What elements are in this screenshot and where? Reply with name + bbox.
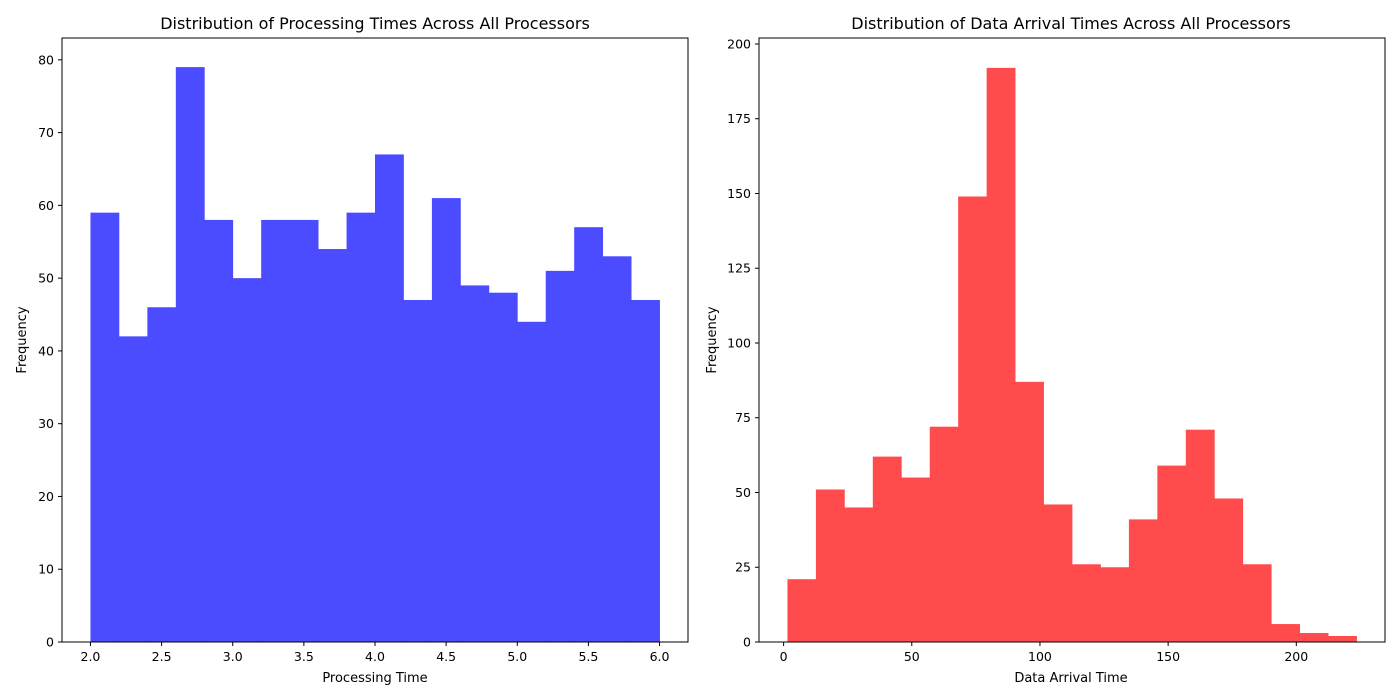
y-tick-label: 80 bbox=[38, 52, 54, 67]
y-tick-label: 200 bbox=[727, 36, 751, 51]
histogram-bar bbox=[602, 256, 632, 642]
bars bbox=[90, 67, 660, 643]
y-tick-label: 100 bbox=[727, 335, 751, 350]
histogram-bar bbox=[1157, 465, 1187, 642]
y-tick-label: 20 bbox=[38, 489, 54, 504]
axes-frame bbox=[758, 37, 1386, 643]
x-tick-label: 3.0 bbox=[223, 649, 243, 664]
y-tick-label: 40 bbox=[38, 343, 54, 358]
y-tick-label: 70 bbox=[38, 125, 54, 140]
x-axis-ticks: 0 50 100 150 200 bbox=[780, 642, 1308, 664]
data-arrival-histogram: Distribution of Data Arrival Times Acros… bbox=[705, 14, 1386, 686]
histogram-bar bbox=[431, 198, 461, 642]
histogram-bar bbox=[1328, 636, 1357, 642]
histogram-bar bbox=[631, 299, 660, 642]
x-tick-label: 6.0 bbox=[650, 649, 670, 664]
x-tick-label: 5.0 bbox=[507, 649, 527, 664]
histogram-bar bbox=[545, 270, 575, 642]
x-tick-label: 200 bbox=[1284, 649, 1308, 664]
bars bbox=[787, 67, 1357, 643]
y-axis-ticks: 0 25 50 75 100 125 150 175 200 bbox=[727, 36, 759, 650]
histogram-bar bbox=[901, 477, 931, 642]
x-tick-label: 0 bbox=[780, 649, 788, 664]
histogram-bar bbox=[204, 219, 234, 642]
x-tick-label: 50 bbox=[904, 649, 920, 664]
y-axis-ticks: 0 10 20 30 40 50 60 70 80 bbox=[38, 52, 62, 650]
x-tick-label: 150 bbox=[1156, 649, 1180, 664]
histogram-bar bbox=[1100, 567, 1130, 642]
y-tick-label: 30 bbox=[38, 416, 54, 431]
histogram-bar bbox=[289, 219, 319, 642]
y-tick-label: 60 bbox=[38, 198, 54, 213]
histogram-bar bbox=[986, 67, 1016, 642]
x-tick-label: 100 bbox=[1028, 649, 1052, 664]
y-tick-label: 75 bbox=[735, 410, 751, 425]
histogram-bar bbox=[318, 249, 347, 643]
histogram-bar bbox=[1043, 504, 1073, 642]
histogram-bar bbox=[488, 292, 518, 642]
histogram-bar bbox=[844, 507, 874, 642]
histogram-bar bbox=[929, 426, 959, 642]
histogram-bar bbox=[1072, 564, 1101, 642]
histogram-bar bbox=[1185, 429, 1215, 642]
histogram-bar bbox=[375, 154, 404, 642]
histogram-bar bbox=[1128, 519, 1158, 642]
histogram-bar bbox=[1242, 564, 1272, 642]
y-tick-label: 10 bbox=[38, 562, 54, 577]
histogram-bar bbox=[147, 307, 177, 642]
histogram-bar bbox=[346, 212, 376, 642]
histogram-bar bbox=[175, 67, 205, 643]
histogram-bar bbox=[460, 285, 490, 642]
chart-title: Distribution of Data Arrival Times Acros… bbox=[851, 14, 1290, 33]
histogram-bar bbox=[872, 456, 902, 642]
histogram-bar bbox=[232, 278, 262, 642]
chart-title: Distribution of Processing Times Across … bbox=[160, 14, 590, 33]
processing-time-histogram: Distribution of Processing Times Across … bbox=[15, 14, 689, 686]
histogram-bar bbox=[118, 336, 148, 642]
histogram-bar bbox=[517, 321, 547, 642]
y-axis-label: Frequency bbox=[15, 306, 30, 373]
x-tick-label: 3.5 bbox=[294, 649, 314, 664]
x-axis-label: Processing Time bbox=[322, 671, 427, 686]
y-tick-label: 0 bbox=[743, 635, 751, 650]
x-tick-label: 4.5 bbox=[436, 649, 456, 664]
x-axis-ticks: 2.0 2.5 3.0 3.5 4.0 4.5 5.0 5.5 6.0 bbox=[81, 642, 670, 664]
x-tick-label: 2.5 bbox=[152, 649, 172, 664]
x-tick-label: 5.5 bbox=[578, 649, 598, 664]
histogram-bar bbox=[403, 299, 433, 642]
x-tick-label: 4.0 bbox=[365, 649, 385, 664]
y-tick-label: 125 bbox=[727, 261, 751, 276]
histogram-bar bbox=[787, 579, 817, 642]
histogram-bar bbox=[1214, 498, 1244, 642]
histogram-bar bbox=[1271, 624, 1301, 642]
y-axis-label: Frequency bbox=[705, 306, 720, 373]
x-tick-label: 2.0 bbox=[81, 649, 101, 664]
histogram-bar bbox=[1015, 381, 1044, 642]
histogram-bar bbox=[958, 196, 988, 643]
histogram-bar bbox=[90, 212, 120, 642]
y-tick-label: 175 bbox=[727, 111, 751, 126]
x-axis-label: Data Arrival Time bbox=[1014, 671, 1127, 686]
y-tick-label: 150 bbox=[727, 186, 751, 201]
histogram-bar bbox=[574, 227, 604, 642]
y-tick-label: 25 bbox=[735, 560, 751, 575]
histogram-bar bbox=[261, 219, 291, 642]
y-tick-label: 50 bbox=[38, 271, 54, 286]
histogram-bar bbox=[815, 489, 845, 642]
y-tick-label: 50 bbox=[735, 485, 751, 500]
y-tick-label: 0 bbox=[46, 635, 54, 650]
histogram-bar bbox=[1299, 633, 1329, 642]
